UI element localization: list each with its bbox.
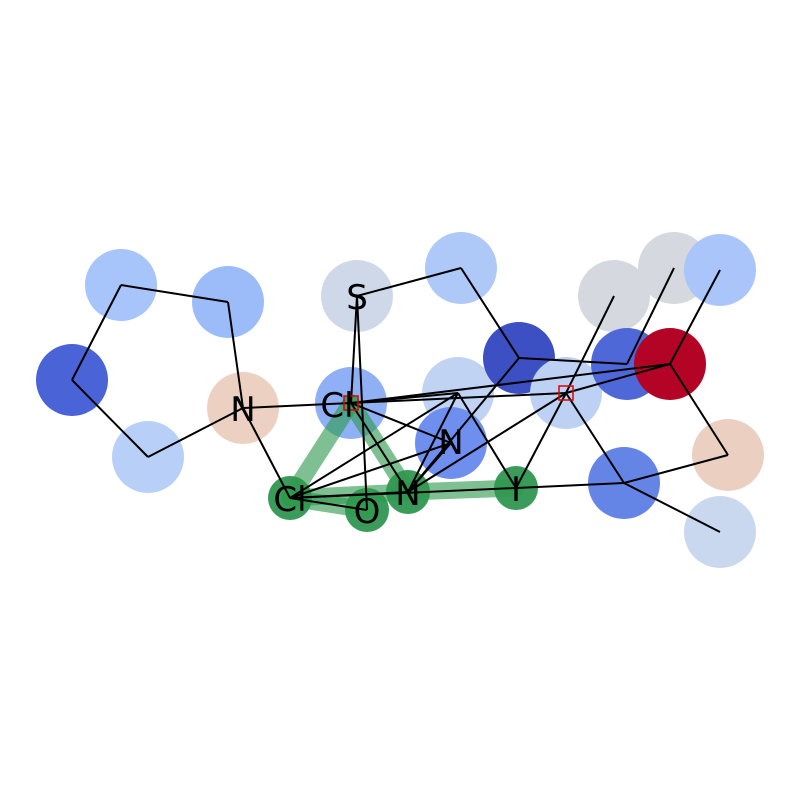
atom-label-a10: N	[438, 423, 463, 463]
bond-30	[407, 392, 567, 493]
bond-15	[518, 357, 628, 365]
bond-2	[71, 284, 122, 381]
bond-8	[356, 267, 462, 297]
atom-label-a8: Cl	[320, 386, 353, 426]
bond-19	[289, 442, 452, 499]
bond-37	[515, 482, 625, 489]
bond-35	[623, 454, 729, 484]
bond-16	[289, 392, 459, 499]
bond-17	[407, 392, 459, 493]
atom-label-a22: O	[354, 492, 381, 532]
bond-12	[350, 392, 567, 404]
bond-9	[460, 267, 520, 359]
atom-label-a23: N	[395, 474, 420, 514]
bond-21	[350, 402, 452, 444]
atom-label-a21: Cl	[273, 480, 306, 520]
bond-25	[350, 402, 409, 493]
bond-1	[120, 284, 229, 303]
bond-28	[565, 392, 625, 484]
bond-23	[289, 491, 409, 499]
bond-18	[457, 392, 517, 489]
bond-7	[242, 402, 352, 409]
atom-label-a5: N	[230, 390, 255, 430]
highlight-bond-1	[281, 394, 360, 507]
bond-34	[669, 363, 729, 456]
bond-4	[147, 407, 244, 458]
atom-label-a24: I	[511, 470, 521, 510]
bonds	[71, 267, 729, 533]
markers	[343, 385, 574, 411]
bond-5	[227, 301, 244, 409]
bond-27	[565, 363, 671, 394]
bond-6	[242, 407, 291, 499]
bond-24	[289, 497, 368, 511]
bond-32	[626, 267, 675, 365]
marker-square-2	[558, 385, 574, 401]
bond-10	[350, 295, 358, 404]
bond-33	[669, 269, 721, 365]
bond-36	[623, 482, 721, 533]
bond-3	[71, 379, 149, 458]
bond-29	[515, 392, 567, 489]
atom-label-a6: S	[346, 278, 368, 318]
bond-26	[565, 295, 615, 394]
bond-20	[407, 442, 452, 493]
marker-square-1	[343, 395, 359, 411]
bond-31	[350, 363, 671, 404]
